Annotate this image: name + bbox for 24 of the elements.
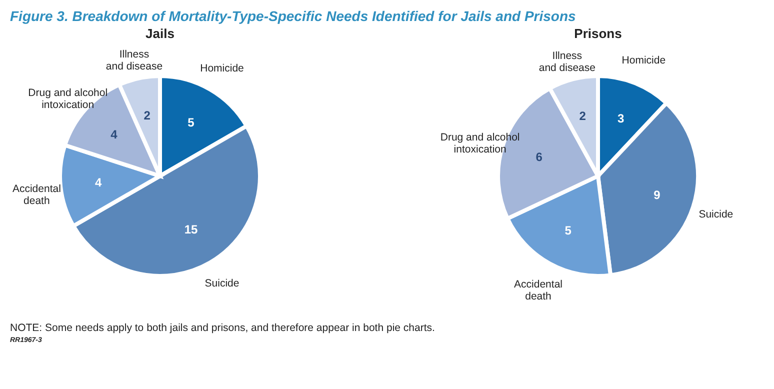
chart-title: Jails xyxy=(146,26,174,41)
data-label: 5 xyxy=(564,223,572,238)
slice-label: Illness and disease xyxy=(106,48,163,73)
slice-label: Homicide xyxy=(622,54,666,67)
slice-label: Accidental death xyxy=(514,278,562,303)
data-label: 15 xyxy=(184,222,198,237)
data-label: 9 xyxy=(654,188,661,202)
chart-title: Prisons xyxy=(574,26,622,41)
slice-label: Suicide xyxy=(204,277,240,290)
data-label: 3 xyxy=(617,111,624,126)
data-label: 6 xyxy=(536,150,543,164)
data-label: 4 xyxy=(110,128,118,142)
text: NOTE: Some needs apply to both jails and prisons, and therefore appear in both pie charts. xyxy=(10,322,435,334)
slice-label: Homicide xyxy=(200,62,244,75)
caption: Figure 3. Breakdown of Mortality-Type-Specific Needs Identified for Jails and Prisons xyxy=(10,8,576,24)
slice-label: Suicide xyxy=(698,208,734,220)
slice-label: Accidental death xyxy=(12,182,61,207)
slice-label: Illness and disease xyxy=(538,50,596,74)
data-label: 2 xyxy=(579,108,586,123)
data-label: 4 xyxy=(94,175,102,190)
data-label: 5 xyxy=(188,115,195,130)
slice-label: Drug and alcohol intoxication xyxy=(28,87,108,112)
data-label: 2 xyxy=(144,108,151,122)
slice-label: Drug and alcohol intoxication xyxy=(440,132,520,156)
